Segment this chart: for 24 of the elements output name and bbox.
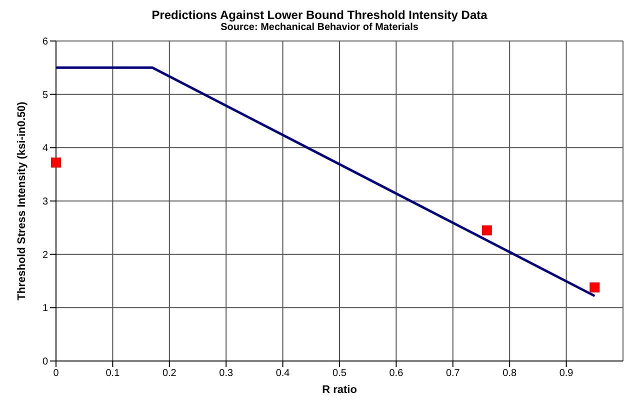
- x-tick-label: 0.1: [106, 368, 120, 380]
- y-axis-title: Threshold Stress Intensity (ksi-in0.50): [16, 101, 28, 300]
- x-axis-title: R ratio: [322, 384, 358, 396]
- point: [51, 158, 61, 168]
- x-tick-label: 0: [53, 368, 60, 380]
- x-tick-label: 0.3: [219, 368, 234, 380]
- point: [482, 225, 492, 236]
- chart-title: Predictions Against Lower Bound Threshold Intensity Data: [150, 8, 488, 22]
- x-tick-label: 0.5: [332, 368, 347, 380]
- x-tick-label: 0.7: [446, 368, 460, 380]
- y-tick-label: 0: [42, 356, 48, 368]
- y-tick-label: 5: [42, 90, 48, 101]
- x-tick-label: 0.2: [162, 368, 177, 380]
- y-tick-label: 6: [42, 36, 48, 48]
- point: [590, 282, 600, 292]
- chart-subtitle: Source: Mechanical Behavior of Materials: [220, 22, 420, 33]
- x-tick-label: 0.9: [559, 368, 574, 380]
- x-tick-label: 0.8: [502, 368, 517, 380]
- y-tick-label: 3: [42, 196, 48, 208]
- y-tick-label: 4: [42, 143, 48, 154]
- x-tick-label: 0.4: [276, 368, 290, 380]
- y-tick-label: 1: [42, 303, 48, 314]
- x-tick-label: 0.6: [389, 368, 404, 380]
- y-tick-label: 2: [42, 250, 48, 261]
